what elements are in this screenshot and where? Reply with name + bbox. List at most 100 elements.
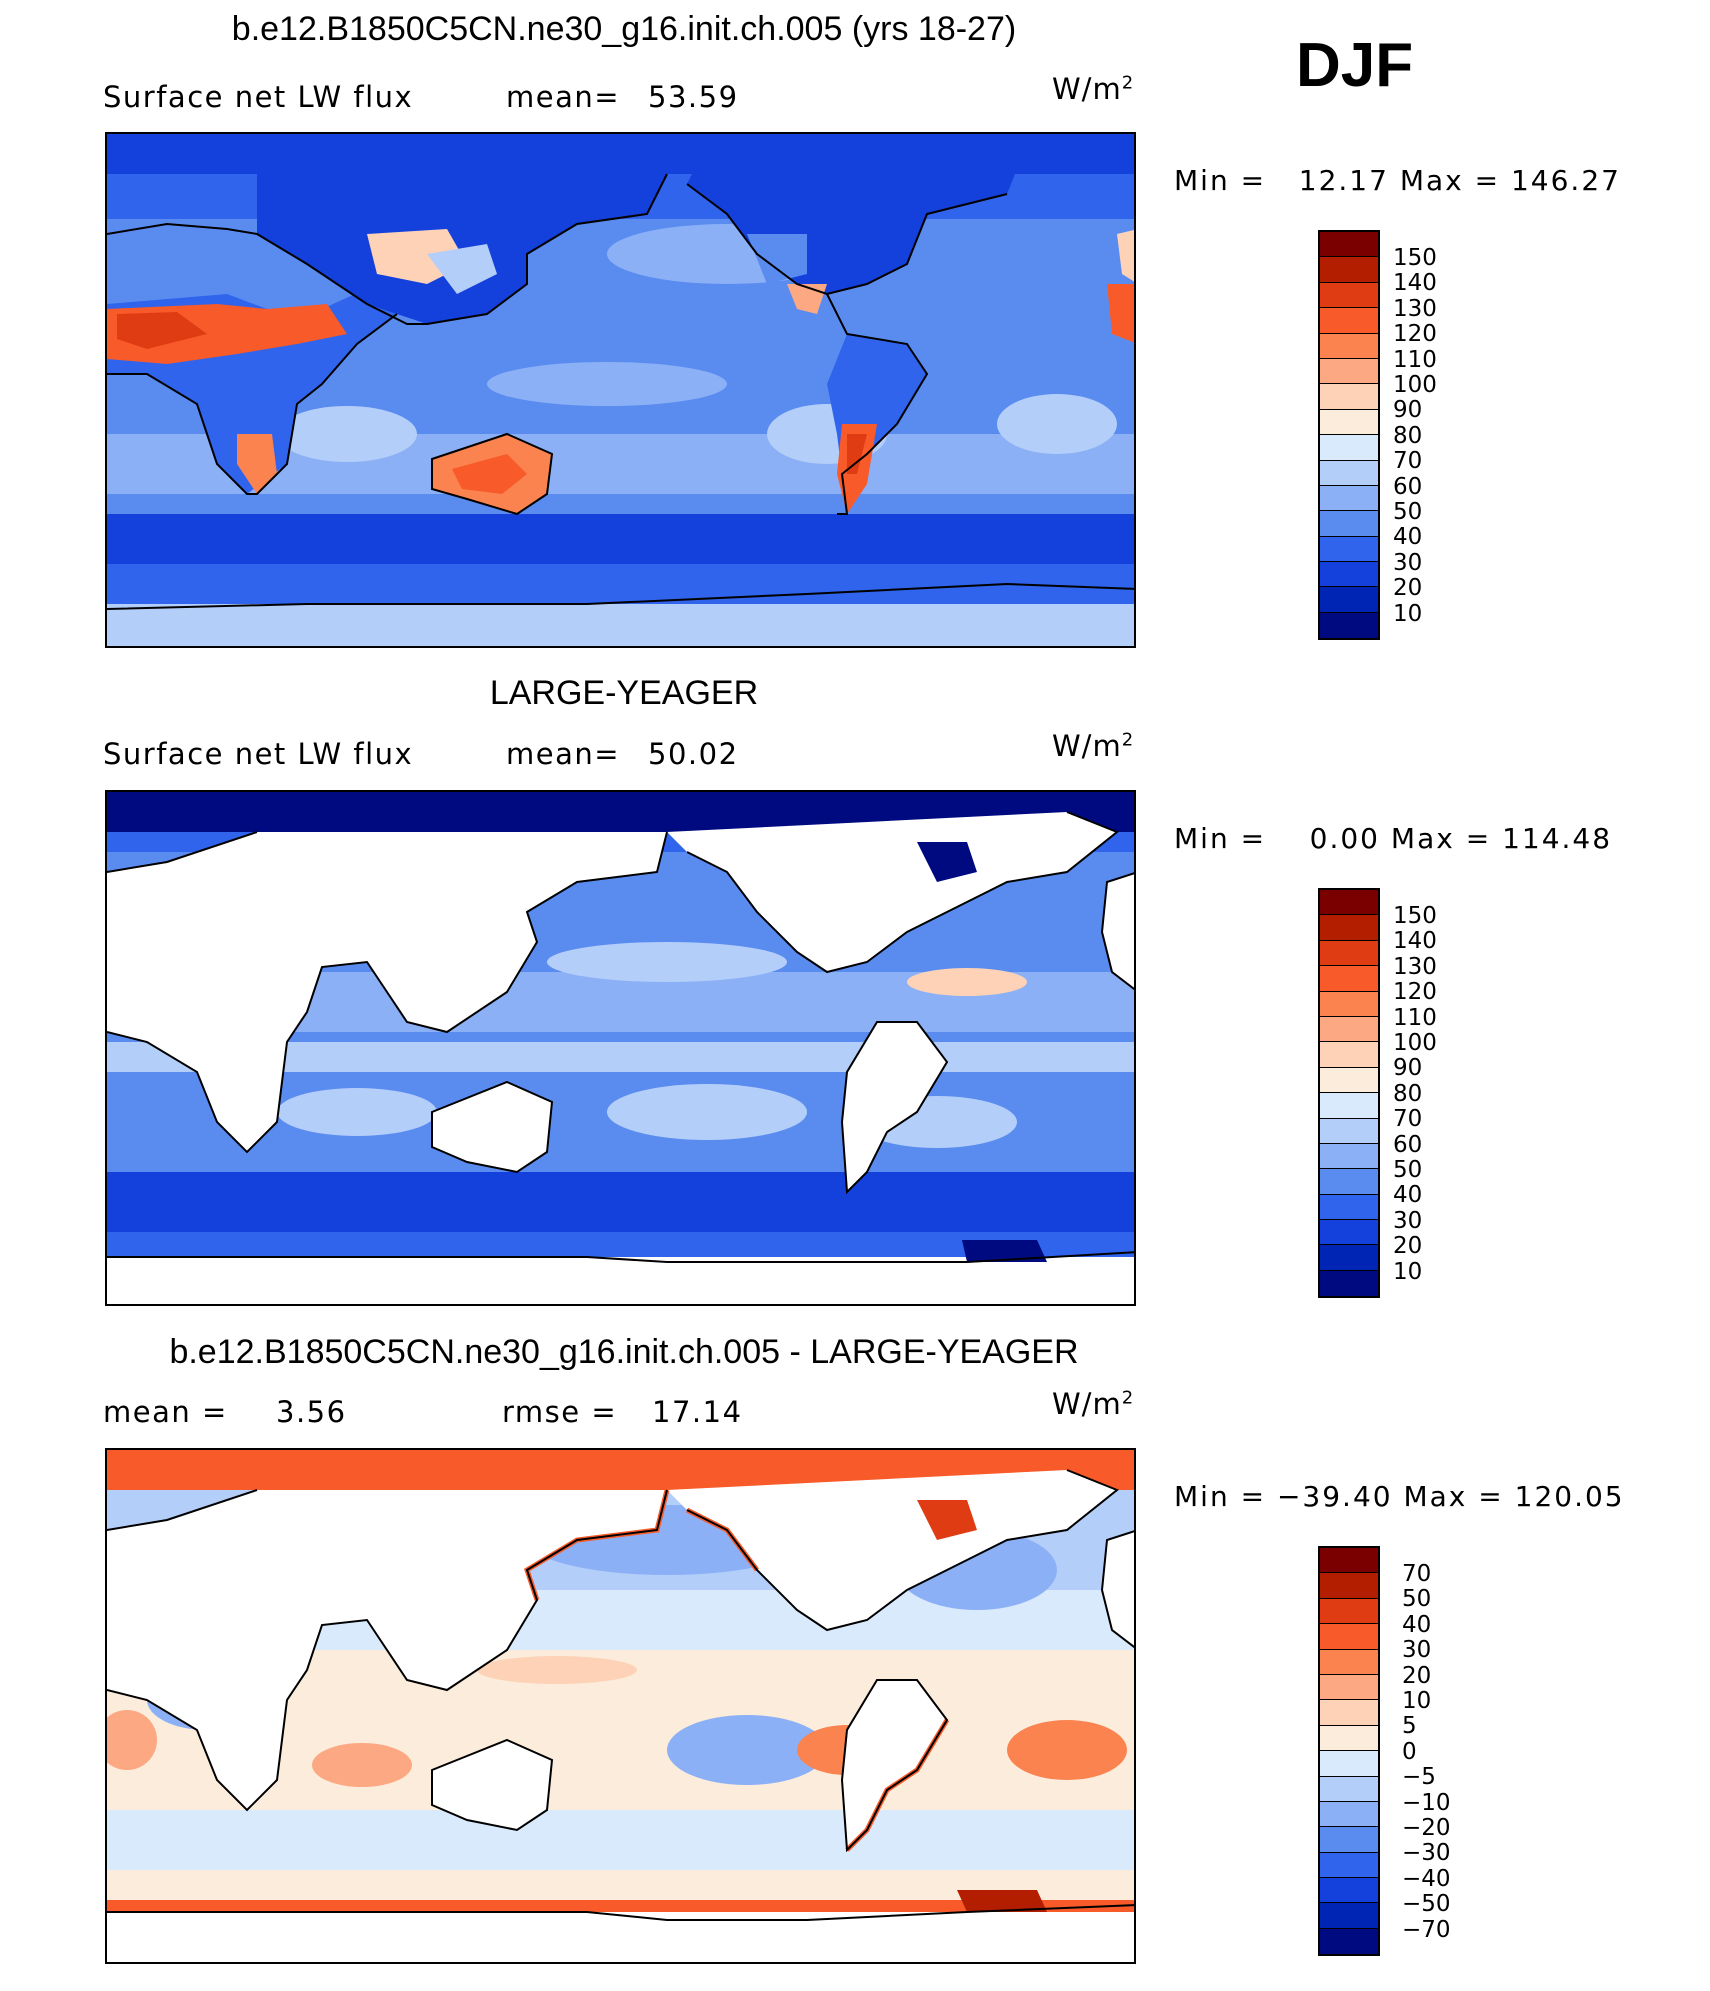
colorbar-tick-label: 30 bbox=[1393, 1207, 1423, 1234]
panel-1-map bbox=[105, 132, 1136, 648]
colorbar-swatch bbox=[1320, 1649, 1378, 1675]
colorbar-swatch bbox=[1320, 1220, 1378, 1246]
colorbar-tick-label: 100 bbox=[1393, 372, 1437, 398]
colorbar-tick-label: 20 bbox=[1402, 1662, 1432, 1689]
panel-1-max-value: 146.27 bbox=[1510, 164, 1621, 197]
colorbar-swatch bbox=[1320, 1194, 1378, 1221]
colorbar-tick-label: 110 bbox=[1393, 346, 1437, 373]
colorbar-tick-label: −20 bbox=[1402, 1815, 1451, 1841]
colorbar-swatch bbox=[1320, 966, 1378, 992]
colorbar-swatch bbox=[1320, 1169, 1378, 1195]
panel-3-min-value: −39.40 bbox=[1276, 1480, 1393, 1513]
colorbar-swatch bbox=[1320, 1725, 1378, 1752]
colorbar-swatch bbox=[1320, 1903, 1378, 1929]
colorbar-tick-label: 70 bbox=[1393, 1106, 1423, 1133]
colorbar-swatch bbox=[1320, 1852, 1378, 1879]
colorbar-tick-label: 5 bbox=[1402, 1713, 1417, 1740]
panel-2-title: LARGE-YEAGER bbox=[489, 674, 759, 712]
colorbar-swatch bbox=[1320, 1548, 1378, 1574]
panel-3-mean-value: 3.56 bbox=[276, 1395, 347, 1429]
colorbar-tick-label: 30 bbox=[1393, 549, 1423, 576]
panel-2-mean-value: 50.02 bbox=[648, 737, 739, 771]
colorbar-swatch bbox=[1320, 1118, 1378, 1144]
panel-1-min-label: Min = bbox=[1174, 164, 1267, 197]
panel-3-map bbox=[105, 1448, 1136, 1964]
panel-1-mean-value: 53.59 bbox=[648, 80, 739, 114]
colorbar-tick-label: 100 bbox=[1393, 1030, 1437, 1056]
colorbar-swatch bbox=[1320, 232, 1378, 258]
colorbar-swatch bbox=[1320, 1928, 1378, 1955]
colorbar-swatch bbox=[1320, 940, 1378, 967]
colorbar-swatch bbox=[1320, 1143, 1378, 1170]
panel-2-map bbox=[105, 790, 1136, 1306]
colorbar-tick-label: −30 bbox=[1402, 1840, 1451, 1867]
panel-1-variable: Surface net LW flux bbox=[103, 80, 414, 114]
colorbar-tick-label: 40 bbox=[1393, 1182, 1423, 1209]
colorbar-swatch bbox=[1320, 1093, 1378, 1119]
panel-1-units: W/m2 bbox=[1052, 72, 1135, 106]
colorbar-tick-label: 20 bbox=[1393, 1233, 1423, 1260]
colorbar-tick-label: 70 bbox=[1393, 448, 1423, 475]
colorbar-swatch bbox=[1320, 435, 1378, 461]
panel-3-max-value: 120.05 bbox=[1514, 1480, 1625, 1513]
colorbar-swatch bbox=[1320, 485, 1378, 512]
colorbar-tick-label: 20 bbox=[1393, 575, 1423, 602]
panel-2-min-label: Min = bbox=[1174, 822, 1267, 855]
panel-2-units: W/m2 bbox=[1052, 729, 1135, 763]
colorbar-swatch bbox=[1320, 562, 1378, 588]
colorbar-tick-label: 150 bbox=[1393, 245, 1437, 271]
colorbar-swatch bbox=[1320, 1573, 1378, 1599]
colorbar-swatch bbox=[1320, 1042, 1378, 1068]
colorbar-tick-label: 80 bbox=[1393, 1080, 1423, 1107]
panel-3-title: b.e12.B1850C5CN.ne30_g16.init.ch.005 - L… bbox=[169, 1333, 1079, 1371]
colorbar-tick-label: 90 bbox=[1393, 1055, 1423, 1082]
panel-3-max-label: Max = bbox=[1403, 1480, 1504, 1513]
colorbar-swatch bbox=[1320, 282, 1378, 309]
colorbar-swatch bbox=[1320, 1751, 1378, 1777]
panel-2-max-label: Max = bbox=[1390, 822, 1492, 855]
colorbar-tick-label: 40 bbox=[1402, 1611, 1432, 1638]
colorbar-swatch bbox=[1320, 1878, 1378, 1904]
panel-2-max-value: 114.48 bbox=[1502, 822, 1613, 855]
panel-3-rmse-value: 17.14 bbox=[652, 1395, 743, 1429]
panel-3-mean-label: mean = bbox=[103, 1395, 228, 1429]
colorbar-swatch bbox=[1320, 587, 1378, 613]
colorbar-tick-label: −40 bbox=[1402, 1865, 1451, 1892]
panel-2-min-value: 0.00 bbox=[1309, 822, 1380, 855]
colorbar-tick-label: 60 bbox=[1393, 473, 1423, 500]
colorbar-swatch bbox=[1320, 915, 1378, 941]
colorbar-tick-label: 10 bbox=[1402, 1688, 1432, 1714]
colorbar-tick-label: −70 bbox=[1402, 1916, 1451, 1943]
colorbar-tick-label: 10 bbox=[1393, 1258, 1423, 1285]
panel-2-minmax: Min = 0.00 Max = 114.48 bbox=[1174, 822, 1612, 855]
colorbar-swatch bbox=[1320, 1245, 1378, 1271]
colorbar-swatch bbox=[1320, 384, 1378, 410]
colorbar-swatch bbox=[1320, 1776, 1378, 1802]
colorbar-tick-label: 50 bbox=[1402, 1586, 1432, 1613]
colorbar-tick-label: 120 bbox=[1393, 321, 1437, 348]
colorbar-swatch bbox=[1320, 1827, 1378, 1853]
colorbar-tick-label: 60 bbox=[1393, 1131, 1423, 1158]
panel-2-mean-label: mean= bbox=[506, 737, 621, 771]
colorbar-tick-label: 30 bbox=[1402, 1637, 1432, 1664]
colorbar-swatch bbox=[1320, 1674, 1378, 1701]
colorbar-swatch bbox=[1320, 333, 1378, 359]
colorbar-swatch bbox=[1320, 358, 1378, 385]
panel-1-mean-label: mean= bbox=[506, 80, 621, 114]
colorbar-swatch bbox=[1320, 1067, 1378, 1094]
panel-1-min-value: 12.17 bbox=[1298, 164, 1389, 197]
panel-1-colorbar bbox=[1318, 230, 1380, 641]
panel-3-units: W/m2 bbox=[1052, 1387, 1135, 1421]
colorbar-tick-label: 0 bbox=[1402, 1738, 1417, 1765]
panel-3-min-label: Min = bbox=[1174, 1480, 1267, 1513]
colorbar-swatch bbox=[1320, 890, 1378, 916]
panel-1-title: b.e12.B1850C5CN.ne30_g16.init.ch.005 (yr… bbox=[231, 10, 1017, 48]
colorbar-tick-label: 140 bbox=[1393, 270, 1437, 297]
colorbar-swatch bbox=[1320, 308, 1378, 334]
colorbar-tick-label: 80 bbox=[1393, 422, 1423, 449]
colorbar-swatch bbox=[1320, 1801, 1378, 1828]
colorbar-tick-label: 50 bbox=[1393, 499, 1423, 525]
panel-1-minmax: Min = 12.17 Max = 146.27 bbox=[1174, 164, 1621, 197]
colorbar-swatch bbox=[1320, 536, 1378, 563]
panel-2-colorbar bbox=[1318, 888, 1380, 1299]
